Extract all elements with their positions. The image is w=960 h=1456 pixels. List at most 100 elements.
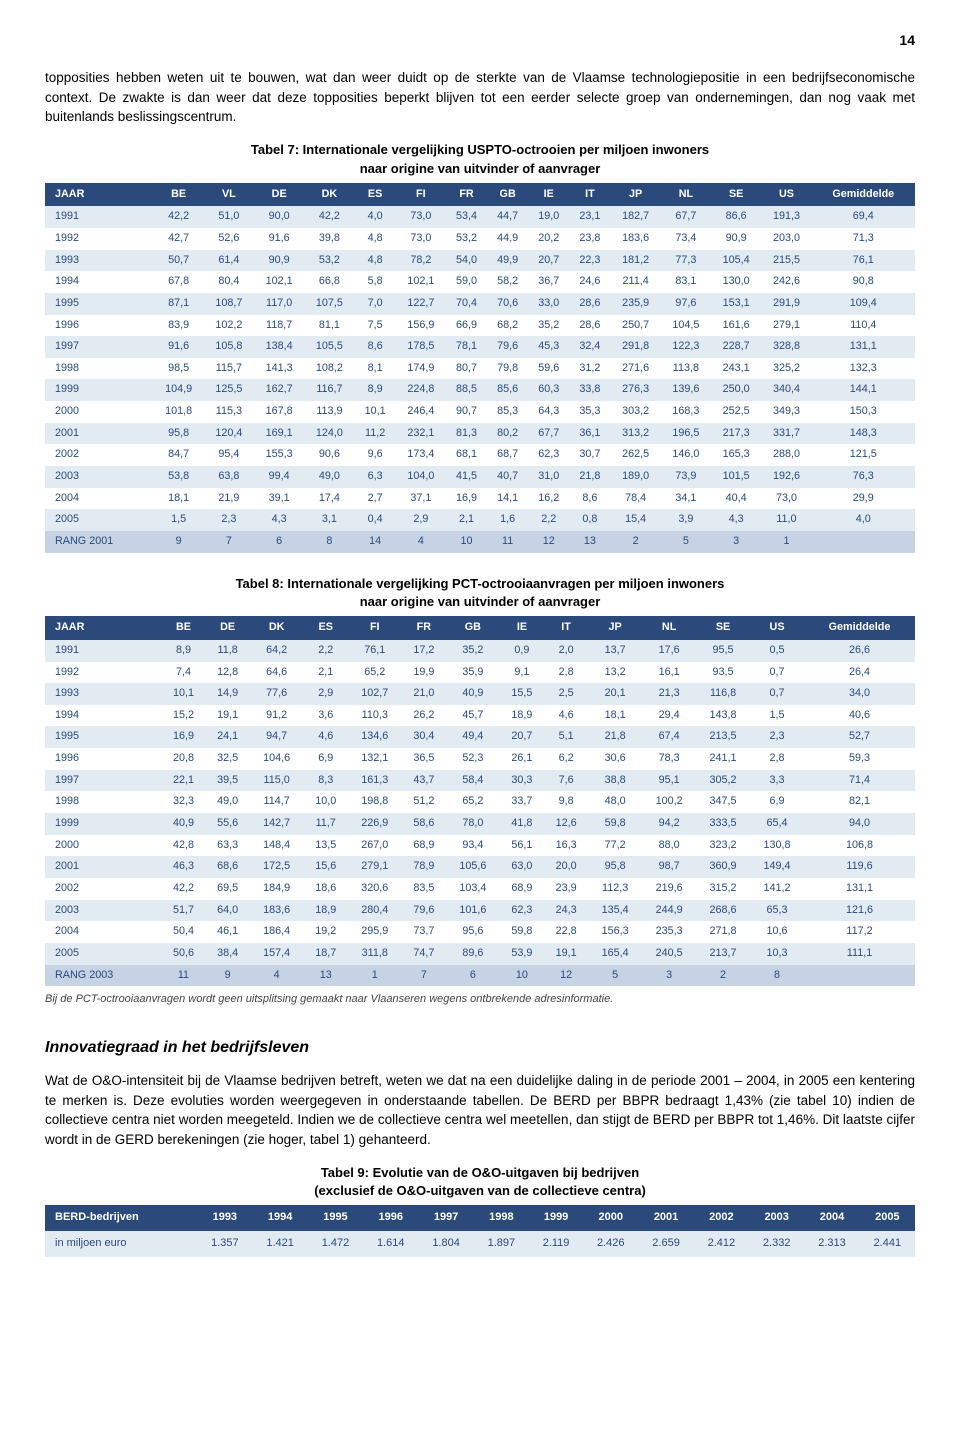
table-cell: 1	[348, 965, 402, 987]
table-cell: 64,3	[528, 401, 569, 423]
column-header: 2003	[749, 1205, 804, 1231]
table-cell: 2003	[45, 466, 153, 488]
table-cell: 155,3	[254, 444, 304, 466]
table-cell: 45,7	[446, 705, 500, 727]
table-cell: 29,9	[812, 488, 915, 510]
table-cell: 12	[544, 965, 588, 987]
table-cell: 8,6	[355, 336, 396, 358]
column-header: VL	[204, 183, 254, 207]
table-cell: 168,3	[661, 401, 711, 423]
table-cell: 1.804	[418, 1231, 473, 1257]
table-cell: 52,3	[446, 748, 500, 770]
table-cell: 7,4	[161, 662, 205, 684]
table-cell: 95,4	[204, 444, 254, 466]
table-cell: 73,7	[402, 921, 446, 943]
table-cell: 73,0	[396, 206, 446, 228]
table-cell: 313,2	[610, 423, 660, 445]
table8-caption: Tabel 8: Internationale vergelijking PCT…	[45, 575, 915, 613]
table-cell: 1993	[45, 250, 153, 272]
column-header: 2002	[694, 1205, 749, 1231]
table-cell: 156,9	[396, 315, 446, 337]
table-cell: 15,6	[304, 856, 348, 878]
table-cell: 73,4	[661, 228, 711, 250]
table-cell: 32,3	[161, 791, 205, 813]
table-cell: 19,0	[528, 206, 569, 228]
table-cell: 21,9	[204, 488, 254, 510]
table7-caption-line2: naar origine van uitvinder of aanvrager	[360, 161, 601, 176]
table-cell: 2	[696, 965, 750, 987]
table-cell: 153,1	[711, 293, 761, 315]
table-cell: 2,1	[304, 662, 348, 684]
table-cell: 22,8	[544, 921, 588, 943]
table-cell: 42,2	[161, 878, 205, 900]
table-cell: 20,1	[588, 683, 642, 705]
table-cell: 78,4	[610, 488, 660, 510]
table-cell: 142,7	[250, 813, 304, 835]
table-cell: 67,7	[661, 206, 711, 228]
column-header: FR	[446, 183, 487, 207]
table8-footnote: Bij de PCT-octrooiaanvragen wordt geen u…	[45, 992, 915, 1008]
table-row: 199467,880,4102,166,85,8102,159,058,236,…	[45, 271, 915, 293]
table-cell: 4,0	[355, 206, 396, 228]
table-cell: 325,2	[761, 358, 811, 380]
table-cell: 4,0	[812, 509, 915, 531]
table-cell: 49,9	[487, 250, 528, 272]
table-cell: 10	[446, 531, 487, 553]
table-cell: 77,3	[661, 250, 711, 272]
table-cell: 135,4	[588, 900, 642, 922]
table-cell: 104,0	[396, 466, 446, 488]
table-cell: 76,1	[812, 250, 915, 272]
table-cell: 21,0	[402, 683, 446, 705]
table-cell: 64,2	[250, 640, 304, 662]
table-cell: 49,0	[304, 466, 354, 488]
table-cell: 38,4	[206, 943, 250, 965]
table-cell: 95,6	[446, 921, 500, 943]
table-cell: 52,7	[804, 726, 915, 748]
table-cell: 26,4	[804, 662, 915, 684]
table-cell: 141,3	[254, 358, 304, 380]
table-cell: 7	[204, 531, 254, 553]
table-cell: 21,3	[642, 683, 696, 705]
table-cell: 42,2	[153, 206, 203, 228]
table-cell: 61,4	[204, 250, 254, 272]
table-cell: 150,3	[812, 401, 915, 423]
table-cell: 94,7	[250, 726, 304, 748]
table-cell: 279,1	[761, 315, 811, 337]
table-cell: 33,0	[528, 293, 569, 315]
table-rang-row: RANG 200311941317610125328	[45, 965, 915, 987]
table-cell: 1997	[45, 336, 153, 358]
column-header: US	[750, 616, 804, 640]
table-cell: 50,7	[153, 250, 203, 272]
table-cell: 323,2	[696, 835, 750, 857]
table-cell: 6,2	[544, 748, 588, 770]
column-header: JP	[588, 616, 642, 640]
table-cell: 108,7	[204, 293, 254, 315]
table-cell: 117,2	[804, 921, 915, 943]
table-cell: 13	[569, 531, 610, 553]
column-header: FI	[348, 616, 402, 640]
table-cell: 12	[528, 531, 569, 553]
table-cell: 13,5	[304, 835, 348, 857]
table-cell: 93,4	[446, 835, 500, 857]
table-row: 20051,52,34,33,10,42,92,11,62,20,815,43,…	[45, 509, 915, 531]
table-cell: 4	[396, 531, 446, 553]
table-cell: 2.119	[529, 1231, 583, 1257]
table-cell: 101,8	[153, 401, 203, 423]
table-cell: 40,7	[487, 466, 528, 488]
column-header: DE	[206, 616, 250, 640]
table-cell: 98,5	[153, 358, 203, 380]
table-cell: 1998	[45, 791, 161, 813]
table-cell: 40,9	[446, 683, 500, 705]
table-cell: 63,8	[204, 466, 254, 488]
table-cell: 9,6	[355, 444, 396, 466]
table-cell: 65,4	[750, 813, 804, 835]
table-cell: 17,6	[642, 640, 696, 662]
table-cell: 9,8	[544, 791, 588, 813]
table-cell: 120,4	[204, 423, 254, 445]
table-cell: 8	[750, 965, 804, 987]
table-cell: 45,3	[528, 336, 569, 358]
table-row: 199516,924,194,74,6134,630,449,420,75,12…	[45, 726, 915, 748]
table-cell: 219,6	[642, 878, 696, 900]
table-cell: 71,4	[804, 770, 915, 792]
table-cell: 68,1	[446, 444, 487, 466]
